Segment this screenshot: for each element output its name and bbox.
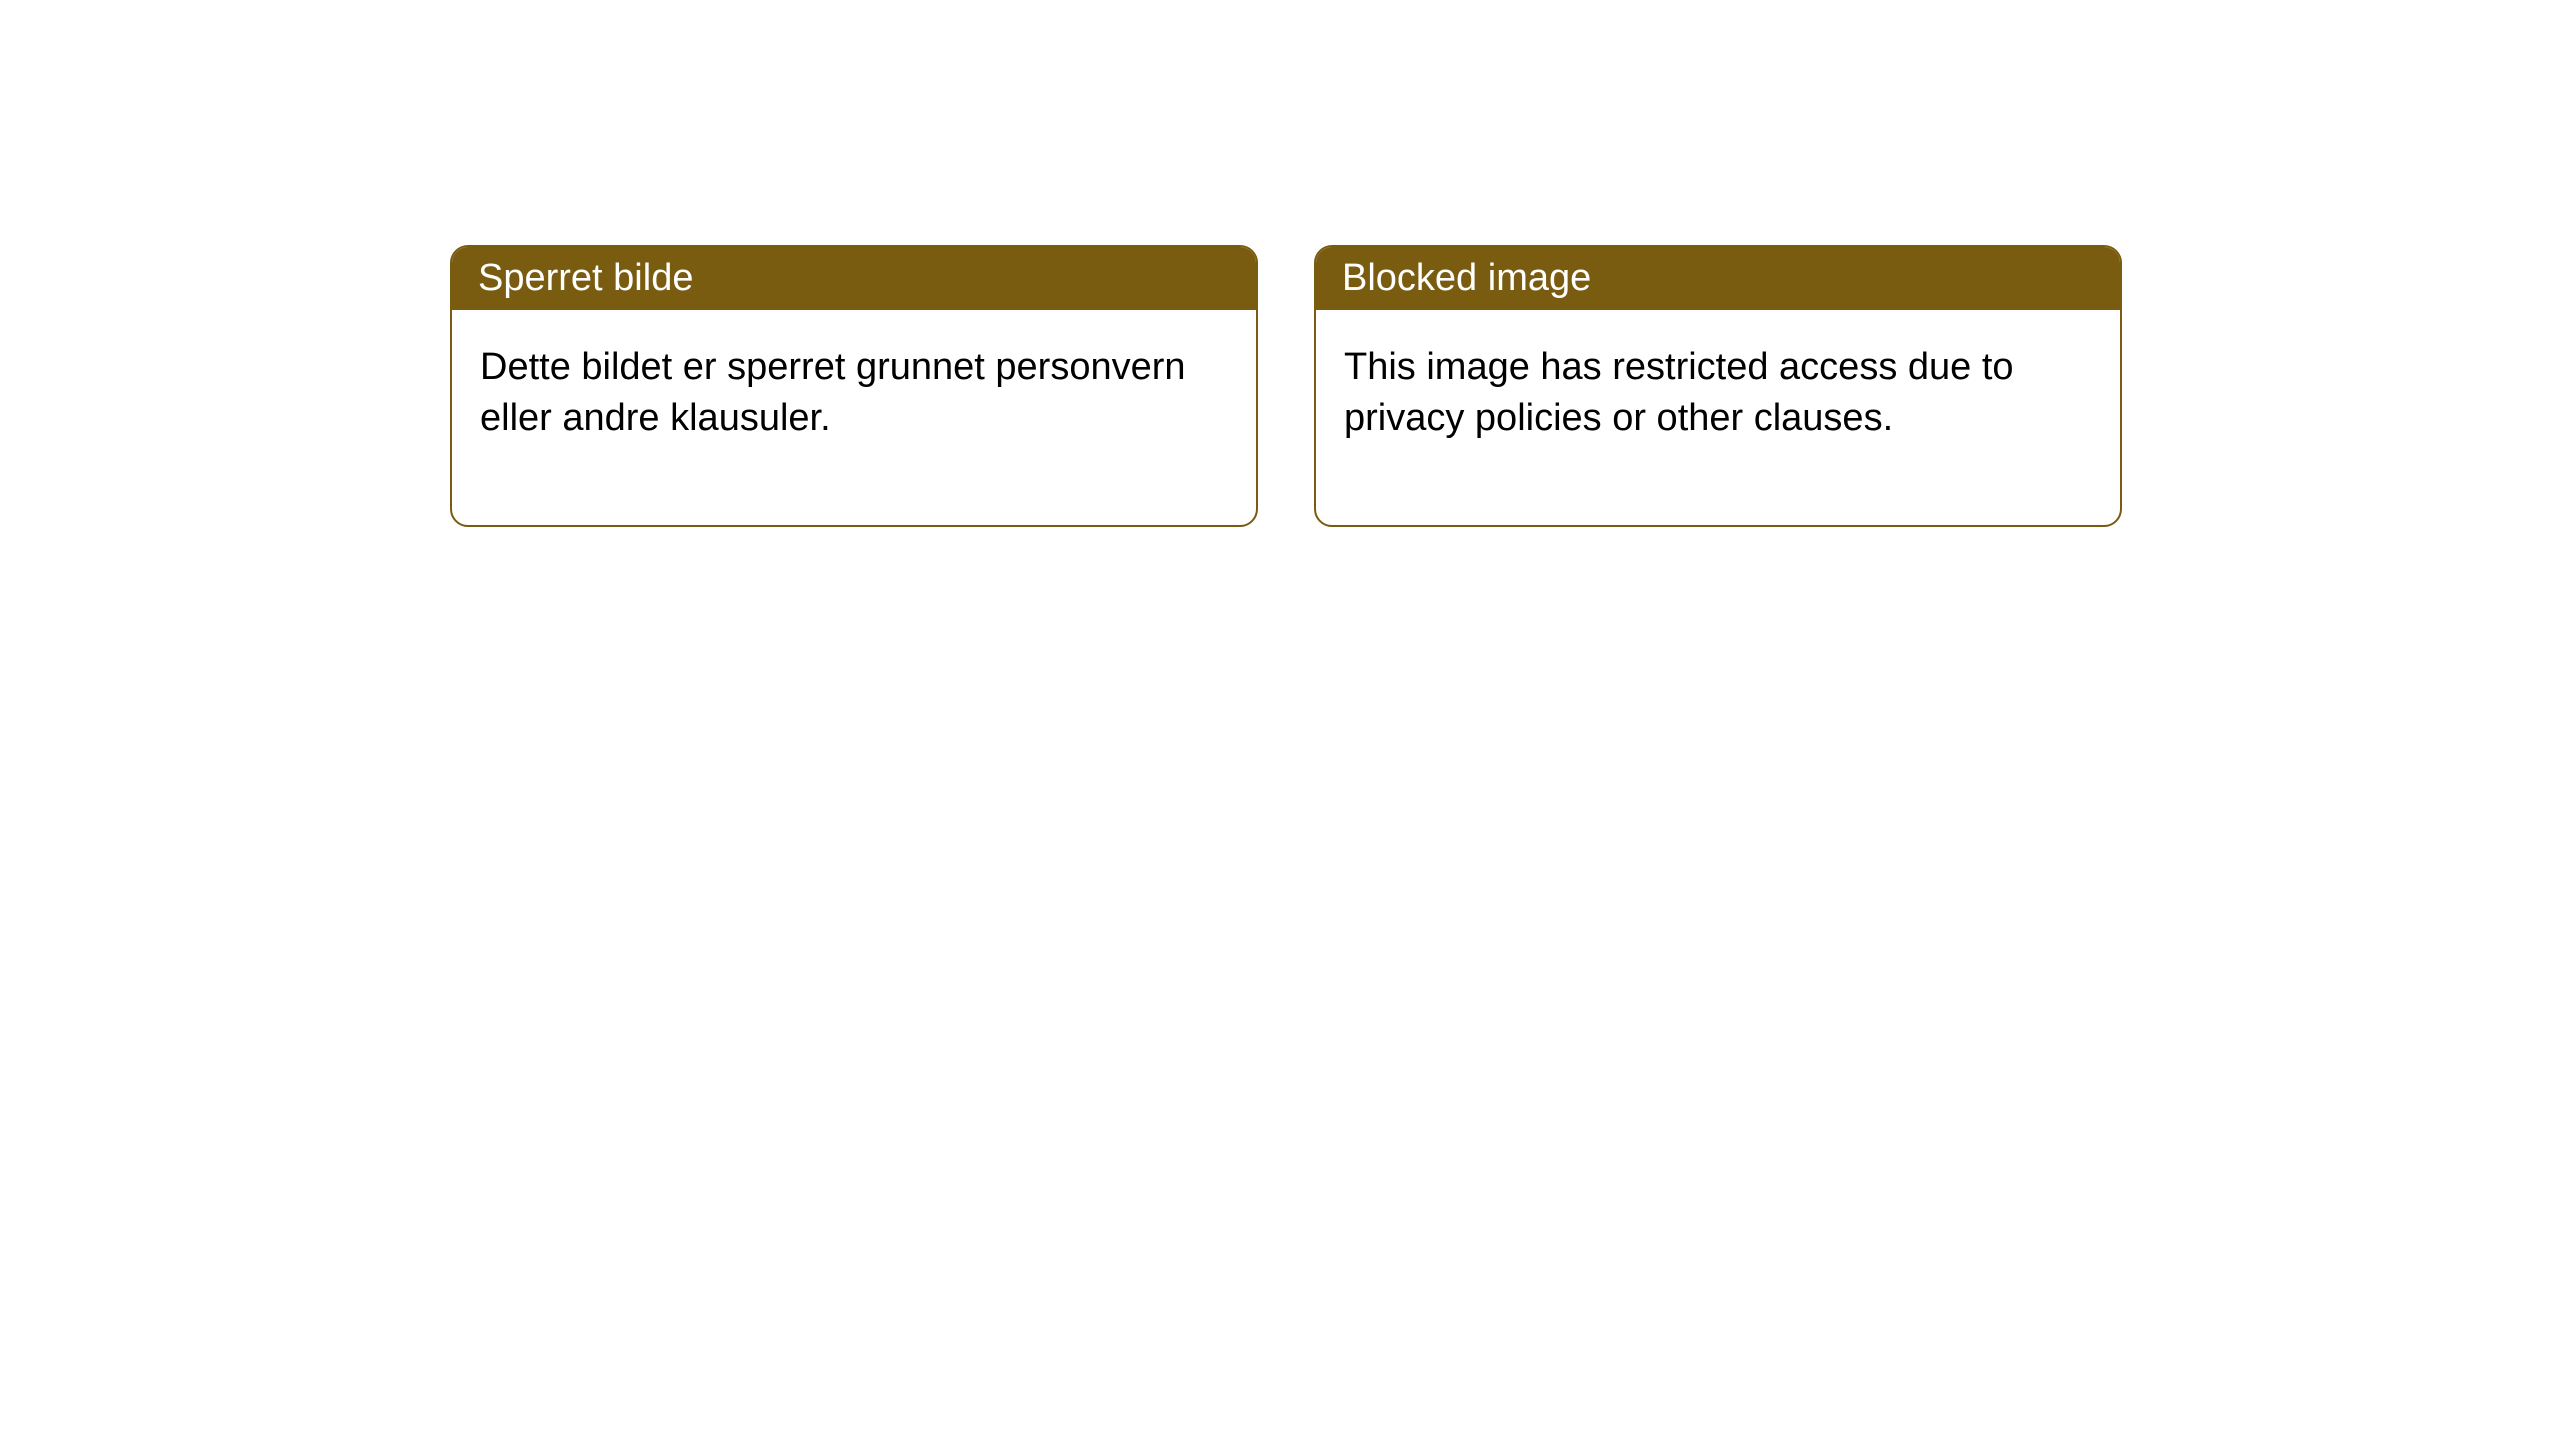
notice-body-english: This image has restricted access due to …: [1316, 310, 2120, 525]
notice-body-norwegian: Dette bildet er sperret grunnet personve…: [452, 310, 1256, 525]
notice-container: Sperret bilde Dette bildet er sperret gr…: [0, 0, 2560, 527]
notice-card-english: Blocked image This image has restricted …: [1314, 245, 2122, 527]
notice-header-english: Blocked image: [1316, 247, 2120, 310]
notice-header-norwegian: Sperret bilde: [452, 247, 1256, 310]
notice-card-norwegian: Sperret bilde Dette bildet er sperret gr…: [450, 245, 1258, 527]
